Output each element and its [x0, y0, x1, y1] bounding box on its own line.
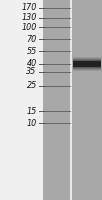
Text: 100: 100: [21, 22, 37, 31]
Bar: [73, 59, 101, 69]
Text: 35: 35: [27, 68, 37, 76]
Text: 170: 170: [21, 3, 37, 12]
Text: 40: 40: [27, 60, 37, 68]
Text: 130: 130: [21, 14, 37, 22]
Text: 25: 25: [27, 81, 37, 90]
Bar: [73, 60, 101, 68]
Bar: [43, 0, 70, 200]
Text: 10: 10: [27, 118, 37, 128]
Bar: [73, 57, 101, 71]
Text: 55: 55: [27, 46, 37, 55]
Bar: [73, 58, 101, 70]
Text: 15: 15: [27, 107, 37, 116]
Text: 70: 70: [27, 34, 37, 44]
Bar: [73, 62, 101, 66]
Bar: [70, 0, 72, 200]
Bar: [72, 0, 102, 200]
